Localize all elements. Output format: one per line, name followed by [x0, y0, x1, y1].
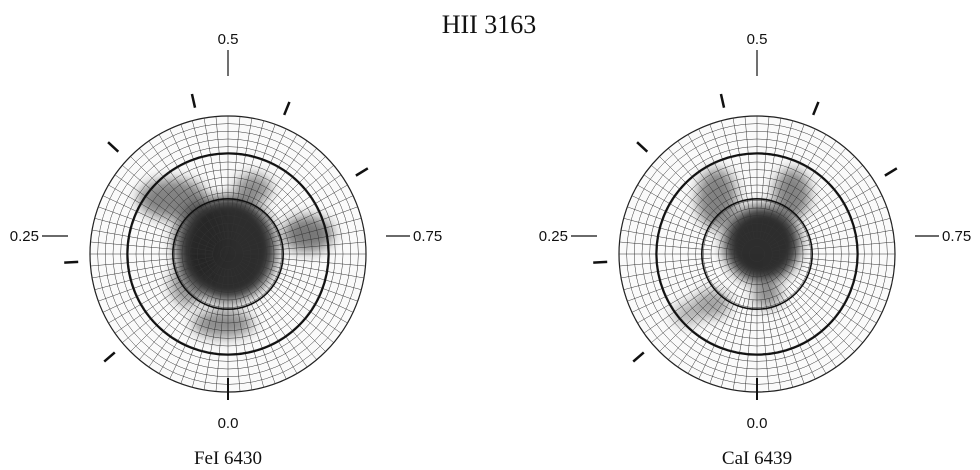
figure: HII 3163 0.5 0.0 0.25 0.75 FeI 6430 0.5 0.0 0.2… — [0, 0, 980, 470]
phase-mark — [64, 262, 78, 263]
panel-label: CaI 6439 — [722, 448, 792, 469]
phase-label: 0.0 — [747, 415, 768, 432]
phase-mark — [593, 262, 607, 263]
phase-label: 0.75 — [942, 228, 971, 245]
phase-label: 0.25 — [10, 228, 39, 245]
phase-label: 0.75 — [413, 228, 442, 245]
panel-label: FeI 6430 — [194, 448, 262, 469]
spot — [697, 169, 737, 229]
phase-label: 0.5 — [747, 31, 768, 48]
phase-label: 0.0 — [218, 415, 239, 432]
figure-title: HII 3163 — [442, 10, 537, 39]
phase-label: 0.5 — [218, 31, 239, 48]
phase-label: 0.25 — [539, 228, 568, 245]
